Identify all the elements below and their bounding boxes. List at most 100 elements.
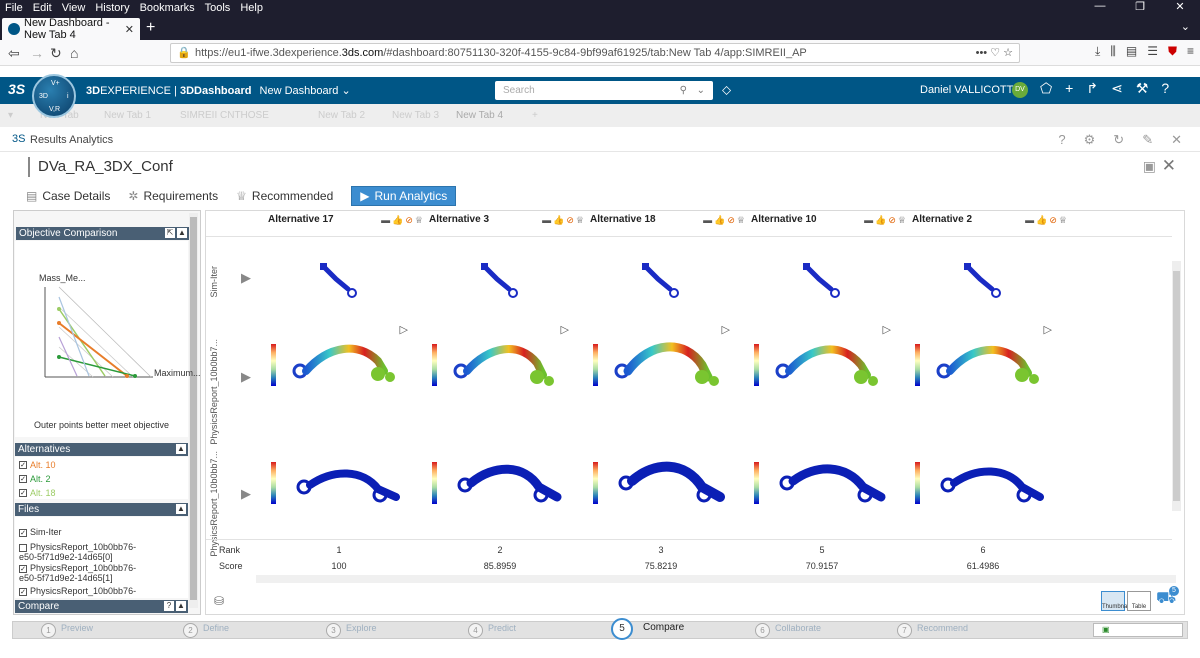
reject-icon[interactable]: ⊘ — [1049, 215, 1057, 225]
sim-iter-thumbnail[interactable]: ▷ — [268, 251, 408, 346]
reject-icon[interactable]: ⊘ — [727, 215, 735, 225]
play-animation-icon[interactable]: ▷ — [399, 324, 408, 336]
collapse-icon[interactable]: ▲ — [177, 228, 187, 238]
dashboard-chevron-icon[interactable]: ⌄ — [341, 85, 351, 97]
dashboard-tab-active[interactable]: New Tab 4 — [456, 110, 504, 121]
sim-iter-thumbnail[interactable]: ▷ — [590, 251, 730, 346]
stress-plot-thumbnail[interactable] — [912, 449, 1052, 544]
save-icon[interactable]: ▣ — [1142, 158, 1156, 174]
file-item[interactable]: ✓ PhysicsReport_10b0bb76- e50-5f71d9e2-14… — [19, 563, 136, 583]
play-animation-icon[interactable]: ▷ — [882, 324, 891, 336]
menu-view[interactable]: View — [61, 2, 86, 14]
stress-plot-thumbnail[interactable] — [268, 449, 408, 544]
table-view-button[interactable]: Table — [1127, 591, 1151, 611]
sim-iter-thumbnail[interactable]: ▷ — [912, 251, 1052, 346]
dashboard-tabs-menu-icon[interactable]: ▾ — [8, 110, 14, 121]
dashboard-tab[interactable]: SIMREII CNTHOSE — [180, 110, 269, 121]
play-animation-icon[interactable]: ▷ — [721, 324, 730, 336]
comparison-horizontal-scrollbar[interactable] — [256, 575, 1176, 583]
restore-icon[interactable]: ❐ — [1135, 1, 1145, 13]
dashboard-tab[interactable]: New Tab 2 — [318, 110, 366, 121]
collapse-icon[interactable]: ▲ — [176, 504, 186, 514]
tab-list-chevron-icon[interactable]: ⌄ — [1180, 21, 1190, 33]
close-window-icon[interactable]: ✕ — [1175, 1, 1185, 13]
add-tab-icon[interactable]: + — [532, 110, 538, 121]
checkbox[interactable]: ✓ — [19, 489, 27, 497]
database-icon[interactable]: ⛁ — [214, 594, 225, 608]
recommended-button[interactable]: ♕ Recommended — [236, 189, 333, 203]
comment-icon[interactable]: ▬ — [864, 215, 874, 225]
dashboard-tab[interactable]: New Tab 1 — [104, 110, 152, 121]
menu-bookmarks[interactable]: Bookmarks — [139, 2, 195, 14]
comment-icon[interactable]: ▬ — [1025, 215, 1035, 225]
export-report-icon[interactable]: ▣ — [1093, 623, 1183, 637]
url-bar[interactable]: 🔒 https://eu1-ifwe.3dexperience.3ds.com/… — [170, 43, 1020, 63]
case-details-button[interactable]: ▤ Case Details — [26, 189, 110, 203]
home-icon[interactable]: ⌂ — [70, 45, 79, 61]
help-icon[interactable]: ? — [1161, 80, 1170, 96]
row-play-icon[interactable]: ▶ — [241, 270, 251, 285]
browser-tab[interactable]: New Dashboard - New Tab 4 ✕ — [2, 17, 140, 41]
dashboard-name[interactable]: New Dashboard — [259, 85, 339, 97]
thumbnail-view-button[interactable]: Thumbnail — [1101, 591, 1130, 611]
menu-tools[interactable]: Tools — [204, 2, 231, 14]
checkbox[interactable]: ✓ — [19, 461, 27, 469]
search-icon[interactable]: ⚲ — [679, 85, 687, 96]
user-name[interactable]: Daniel VALLICOTTI — [920, 84, 1017, 96]
settings-gear-icon[interactable]: ⚙ — [1083, 132, 1096, 147]
sidebar-icon[interactable]: ▤ — [1125, 44, 1138, 58]
tag-icon[interactable]: ⬦ — [722, 82, 732, 97]
trophy-icon[interactable]: ♕ — [1058, 215, 1067, 225]
stress-plot-thumbnail[interactable] — [751, 449, 891, 544]
row-play-icon[interactable]: ▶ — [241, 369, 251, 384]
add-icon[interactable]: + — [1065, 80, 1074, 96]
search-dropdown-icon[interactable]: ⌄ — [696, 85, 705, 96]
network-icon[interactable]: ⋖ — [1111, 80, 1123, 96]
displacement-plot-thumbnail[interactable] — [751, 331, 891, 426]
checkbox[interactable]: ✓ — [19, 528, 27, 537]
overflow-menu-icon[interactable]: ≡ — [1186, 44, 1194, 58]
sim-iter-thumbnail[interactable]: ▷ — [429, 251, 569, 346]
comparison-scroll-thumb[interactable] — [1173, 271, 1180, 501]
stress-plot-thumbnail[interactable] — [429, 449, 569, 544]
forward-icon[interactable]: → — [30, 45, 44, 61]
reader-icon[interactable]: ☰ — [1147, 44, 1158, 58]
menu-help[interactable]: Help — [240, 2, 263, 14]
comparison-vertical-scrollbar[interactable] — [1172, 261, 1181, 511]
thumbs-up-icon[interactable]: 👍 — [553, 215, 565, 225]
play-animation-icon[interactable]: ▷ — [560, 324, 569, 336]
trophy-icon[interactable]: ♕ — [414, 215, 423, 225]
menu-history[interactable]: History — [95, 2, 130, 14]
displacement-plot-thumbnail[interactable] — [912, 331, 1052, 426]
checkbox[interactable]: ✓ — [19, 587, 27, 596]
trophy-icon[interactable]: ♕ — [575, 215, 584, 225]
collapse-icon[interactable]: ▲ — [176, 444, 186, 454]
tab-close-icon[interactable]: ✕ — [124, 23, 134, 36]
close-case-icon[interactable]: ✕ — [1161, 156, 1176, 175]
share-icon[interactable]: ↱ — [1086, 80, 1099, 96]
requirements-button[interactable]: ✲ Requirements — [128, 189, 218, 203]
label-icon[interactable]: ⬠ — [1040, 80, 1053, 96]
reject-icon[interactable]: ⊘ — [888, 215, 896, 225]
refresh-icon[interactable]: ↻ — [1113, 132, 1125, 147]
app-help-icon[interactable]: ? — [1058, 132, 1066, 147]
play-animation-icon[interactable]: ▷ — [1043, 324, 1052, 336]
popout-icon[interactable]: ⇱ — [165, 228, 175, 238]
alternative-item[interactable]: ✓ Alt. 18 — [19, 488, 56, 498]
file-item[interactable]: ✓ PhysicsReport_10b0bb76- — [19, 586, 136, 596]
displacement-plot-thumbnail[interactable] — [268, 331, 408, 426]
thumbs-up-icon[interactable]: 👍 — [1036, 215, 1048, 225]
row-play-icon[interactable]: ▶ — [241, 486, 251, 501]
reject-icon[interactable]: ⊘ — [566, 215, 574, 225]
sim-iter-thumbnail[interactable]: ▷ — [751, 251, 891, 346]
stress-plot-thumbnail[interactable] — [590, 449, 730, 544]
downloads-icon[interactable]: ⤓ — [1095, 44, 1101, 58]
thumbs-up-icon[interactable]: 👍 — [875, 215, 887, 225]
dashboard-tab[interactable]: New Tab 3 — [392, 110, 440, 121]
info-icon[interactable]: ? — [164, 601, 174, 611]
comment-icon[interactable]: ▬ — [542, 215, 552, 225]
left-panel-scroll-thumb[interactable] — [190, 217, 197, 600]
comment-icon[interactable]: ▬ — [381, 215, 391, 225]
new-tab-icon[interactable]: + — [146, 19, 156, 36]
library-icon[interactable]: ⫼ — [1110, 44, 1116, 58]
